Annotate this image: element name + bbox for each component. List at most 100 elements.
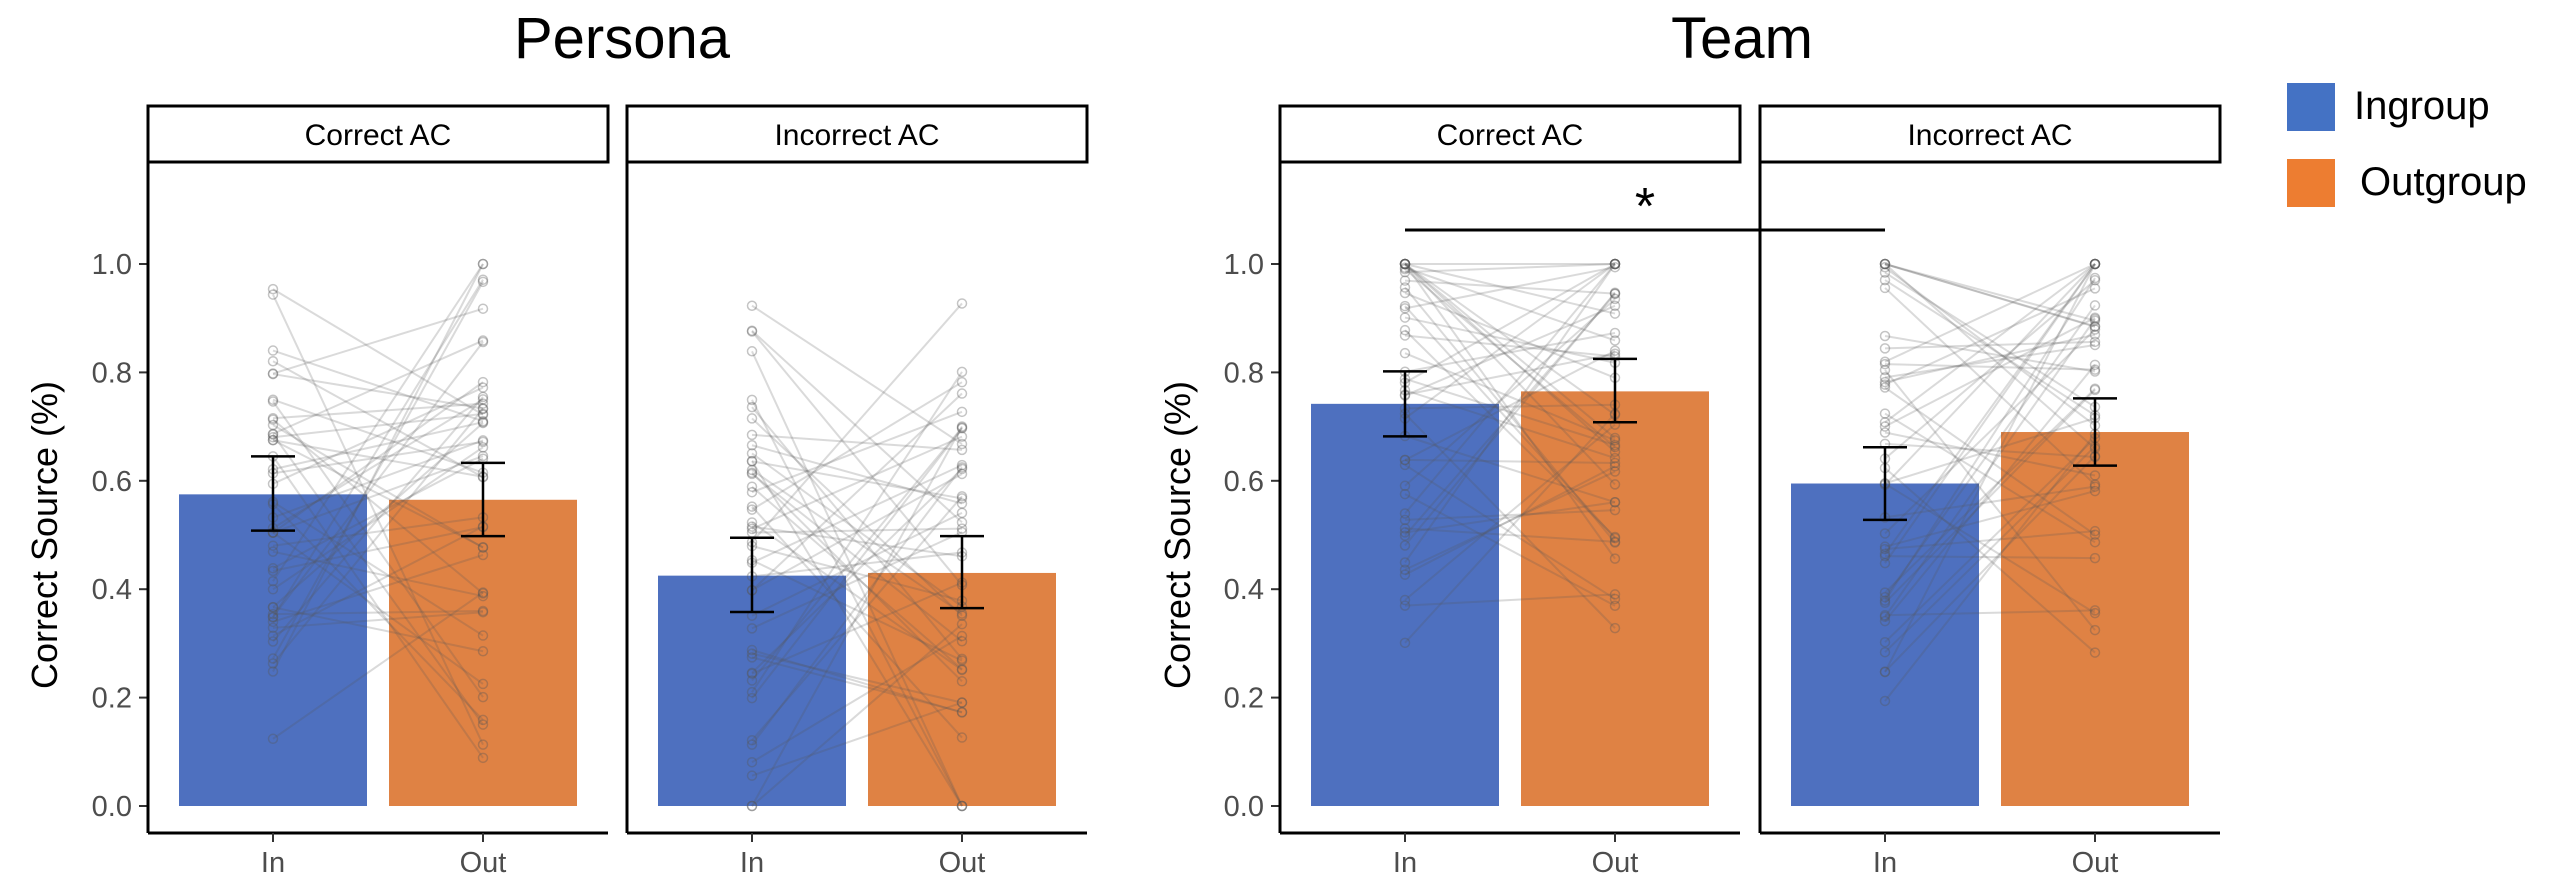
subject-point xyxy=(1879,597,1891,609)
subject-line xyxy=(1404,403,1616,410)
subject-point xyxy=(477,391,489,403)
subject-point xyxy=(1609,504,1621,516)
subject-line xyxy=(1884,263,2096,555)
subject-point xyxy=(1399,258,1411,270)
y-tick-label: 1.0 xyxy=(92,249,132,281)
subject-line xyxy=(751,623,963,807)
subject-point xyxy=(267,428,279,440)
facet-strip xyxy=(625,104,1089,164)
subject-point xyxy=(956,630,968,642)
subject-point xyxy=(746,668,758,679)
subject-point xyxy=(956,431,968,442)
bar-outgroup xyxy=(1521,391,1709,806)
subject-line xyxy=(1404,493,1616,607)
subject-point xyxy=(477,542,489,553)
y-tick-label: 0.8 xyxy=(92,357,132,389)
subject-point xyxy=(267,584,279,595)
subject-point xyxy=(956,463,968,475)
subject-line xyxy=(1404,334,1616,358)
subject-line xyxy=(272,408,484,665)
subject-line xyxy=(1884,343,2096,379)
subject-line xyxy=(1884,369,2096,631)
subject-point xyxy=(1879,267,1891,278)
subject-line xyxy=(1404,263,1616,453)
y-tick-label: 0.8 xyxy=(1224,357,1264,389)
subject-line xyxy=(1884,386,2096,536)
subject-line xyxy=(751,525,963,558)
subject-point xyxy=(1609,335,1621,346)
legend-swatch-ingroup xyxy=(2287,83,2335,131)
subject-line xyxy=(1884,363,2096,371)
subject-point xyxy=(2089,366,2101,377)
subject-point xyxy=(2089,647,2101,658)
subject-line xyxy=(1884,433,2096,702)
subject-line xyxy=(1404,263,1616,315)
subject-point xyxy=(1609,258,1621,270)
subject-line xyxy=(1884,287,2096,486)
subject-line xyxy=(1884,389,2096,604)
subject-point xyxy=(1609,452,1621,464)
subject-line xyxy=(1884,467,2096,654)
subject-line xyxy=(1884,263,2096,486)
subject-point xyxy=(477,606,489,618)
subject-line xyxy=(272,503,484,721)
subject-point xyxy=(1609,258,1621,270)
subject-line xyxy=(1884,266,2096,427)
subject-line xyxy=(1884,445,2096,653)
subject-point xyxy=(746,623,758,634)
subject-line xyxy=(272,554,484,623)
subject-point xyxy=(2089,258,2101,270)
subject-point xyxy=(267,368,279,380)
subject-point xyxy=(746,394,758,406)
subject-point xyxy=(2089,479,2101,490)
subject-line xyxy=(751,511,963,617)
subject-line xyxy=(1404,458,1616,465)
subject-line xyxy=(751,468,963,674)
subject-point xyxy=(477,739,489,750)
subject-point xyxy=(477,587,489,598)
subject-line xyxy=(1404,286,1616,544)
subject-line xyxy=(1404,389,1616,460)
subject-line xyxy=(1884,490,2096,548)
subject-line xyxy=(272,398,484,529)
subject-point xyxy=(2089,258,2101,270)
bar-ingroup xyxy=(179,494,367,806)
subject-point xyxy=(1879,274,1891,286)
subject-point xyxy=(746,504,758,515)
subject-line xyxy=(1884,442,2096,458)
subject-line xyxy=(1884,287,2096,386)
subject-point xyxy=(267,616,279,628)
subject-point xyxy=(1609,622,1621,634)
significance-star: * xyxy=(1635,178,1655,236)
facet-incorrect-ac: Incorrect AC In Out xyxy=(1758,104,2222,879)
subject-line xyxy=(751,330,963,586)
subject-point xyxy=(1399,275,1411,286)
subject-point xyxy=(1399,454,1411,466)
subject-line xyxy=(1884,263,2096,673)
subject-point xyxy=(1609,435,1621,446)
subject-point xyxy=(2089,312,2101,323)
subject-point xyxy=(2089,525,2101,537)
facet-strip-label: Correct AC xyxy=(1437,119,1584,152)
subject-line xyxy=(751,473,963,643)
subject-point xyxy=(1609,441,1621,453)
subject-point xyxy=(1879,417,1891,428)
subject-point xyxy=(477,549,489,561)
subject-point xyxy=(267,546,279,557)
subject-point xyxy=(1399,258,1411,270)
subject-line xyxy=(1884,263,2096,424)
subject-line xyxy=(751,427,963,699)
subject-point xyxy=(2089,321,2101,332)
x-tick-label: Out xyxy=(1592,847,1639,879)
subject-point xyxy=(746,756,758,768)
subject-point xyxy=(477,403,489,415)
subject-point xyxy=(956,697,968,708)
subject-line xyxy=(272,424,484,549)
facet-strip xyxy=(1278,104,1742,164)
subject-point xyxy=(746,667,758,679)
subject-line xyxy=(1884,304,2096,598)
subject-point xyxy=(477,335,489,346)
subject-point xyxy=(477,691,489,703)
subject-line xyxy=(272,421,484,471)
bar-ingroup xyxy=(1311,403,1499,806)
